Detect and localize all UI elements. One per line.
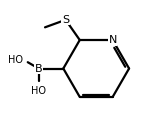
Text: N: N	[108, 35, 117, 45]
Text: HO: HO	[31, 86, 46, 96]
Text: B: B	[35, 64, 42, 73]
Text: S: S	[62, 15, 69, 25]
Text: HO: HO	[8, 55, 23, 65]
